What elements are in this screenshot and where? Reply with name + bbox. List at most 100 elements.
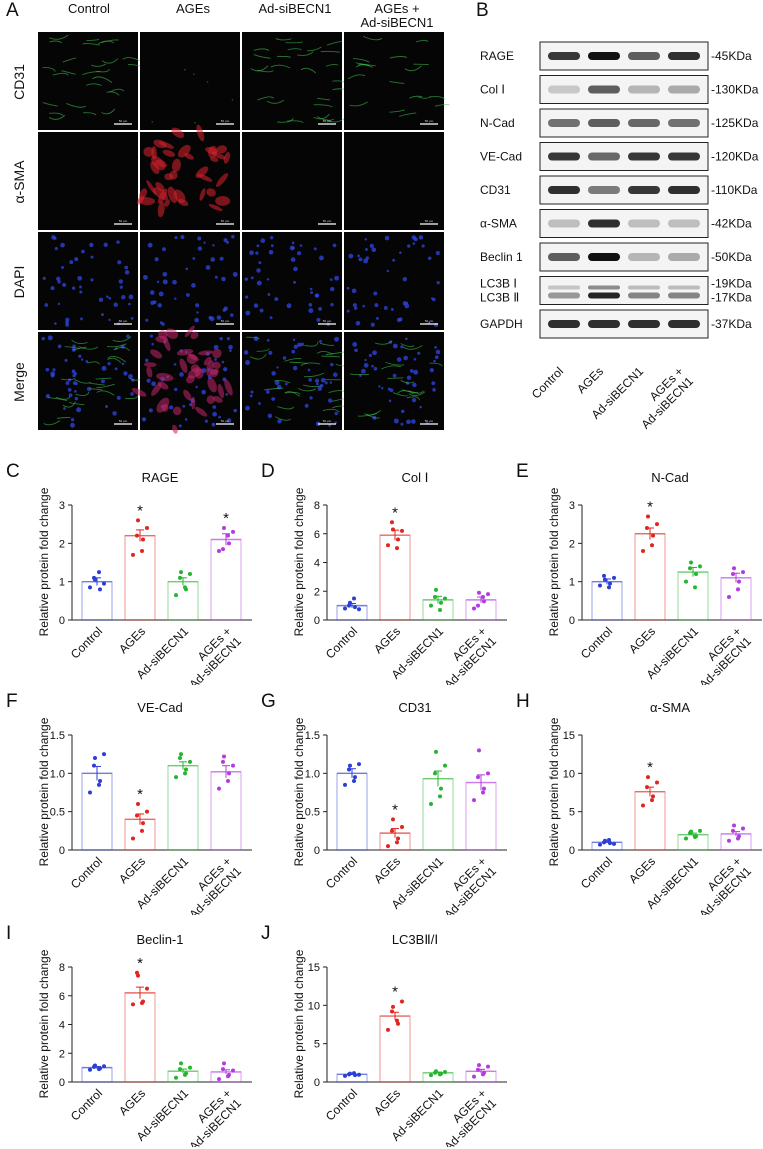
point-1-2 [396,1021,400,1026]
micrograph-1-1: 50 μm [137,124,240,230]
chart-title: VE-Cad [137,700,183,715]
blot-row-8: GAPDH -37KDa [480,309,752,339]
point-0-4 [352,1071,356,1076]
point-0-5 [357,762,361,767]
point-0-3 [602,840,606,845]
point-0-0 [88,790,92,795]
scale-bar-label: 50 μm [425,219,434,223]
blot-size-label: -42KDa [711,217,752,231]
band [588,285,620,290]
y-tick-label: 3 [569,500,575,512]
y-tick-label: 0 [59,1077,65,1089]
band [548,219,580,228]
blot-protein-label: VE-Cad [480,150,522,164]
point-0-3 [347,603,351,608]
point-3-0 [472,798,476,803]
point-0-5 [102,581,106,586]
band [588,253,620,261]
panel-label-f: F [6,691,18,712]
point-0-4 [97,1067,101,1072]
point-1-5 [145,809,149,814]
point-3-0 [472,1074,476,1079]
point-0-2 [608,581,612,586]
point-0-4 [607,585,611,590]
x-tick-label-1: AGEs [626,854,658,886]
point-3-4 [736,836,740,841]
bar-1 [634,791,666,851]
point-1-0 [131,836,135,841]
point-3-1 [732,823,736,828]
band [548,186,580,194]
point-2-4 [183,771,187,776]
point-3-3 [476,603,480,608]
point-2-5 [188,572,192,576]
chart-title: N-Cad [651,470,689,485]
point-0-3 [92,1064,96,1069]
blot-protein-label: Col Ⅰ [480,83,505,97]
micrograph-2-1: 50 μm [140,232,240,330]
band [588,320,620,328]
y-axis-label: Relative protein fold change [292,487,306,636]
micrograph-2-0: 50 μm [38,232,138,330]
bar-3 [210,771,242,851]
point-1-1 [646,775,650,780]
scale-bar-label: 50 μm [323,419,332,423]
band [668,285,700,290]
y-tick-label: 1.5 [50,730,65,742]
point-1-2 [396,836,400,841]
scale-bar-label: 50 μm [323,319,332,323]
point-0-5 [357,1072,361,1077]
blot-protein-label: LC3B Ⅰ [480,277,517,291]
y-tick-label: 2 [59,538,65,550]
y-tick-label: 1.5 [305,730,320,742]
band [548,292,580,299]
point-2-2 [694,572,698,576]
column-header-2: Ad-siBECN1 [259,1,332,16]
x-tick-label-0: Control [578,624,615,661]
point-2-1 [689,560,693,565]
y-tick-label: 4 [59,1020,65,1032]
band [628,285,660,290]
y-tick-label: 3 [59,500,65,512]
band [548,119,580,127]
blot-protein-label: α-SMA [480,217,517,231]
point-1-3 [135,970,139,975]
x-tick-label-0: Control [578,854,615,891]
western-blot-panel: RAGE -45KDa Col Ⅰ -130KDa N-Cad -125KDa VE-Cad… [480,41,759,432]
point-1-2 [141,537,145,542]
bar-2 [167,764,199,851]
band [628,292,660,299]
point-2-4 [438,794,442,799]
y-axis-label: Relative protein fold change [37,487,51,636]
point-2-0 [429,603,433,608]
point-0-4 [607,838,611,843]
lane-label-1: AGEs [574,364,606,396]
band [628,119,660,127]
point-3-3 [476,775,480,780]
point-2-5 [188,1065,192,1070]
point-3-0 [217,549,221,553]
micrograph-3-1: 50 μm [131,325,240,434]
point-2-3 [178,575,182,580]
chart-title: CD31 [398,700,431,715]
blot-size-label: -37KDa [711,317,752,331]
y-tick-label: 0 [314,615,320,627]
band [668,186,700,194]
point-0-5 [102,1064,106,1069]
y-axis-label: Relative protein fold change [547,717,561,866]
point-1-5 [400,825,404,829]
point-1-4 [140,1000,144,1005]
scale-bar-label: 50 μm [425,119,434,123]
point-0-4 [97,782,101,787]
micrograph-3-0: 50 μm [38,332,150,430]
x-tick-label-1: AGEs [371,854,403,886]
bar-0 [81,1066,113,1083]
bar-3 [720,577,752,621]
blot-row-6: Beclin 1 -50KDa [480,242,752,272]
point-1-3 [645,785,649,790]
point-3-5 [486,1064,490,1069]
point-3-3 [731,572,735,576]
point-3-4 [226,533,230,538]
point-3-1 [222,526,226,530]
y-tick-label: 4 [314,558,320,570]
